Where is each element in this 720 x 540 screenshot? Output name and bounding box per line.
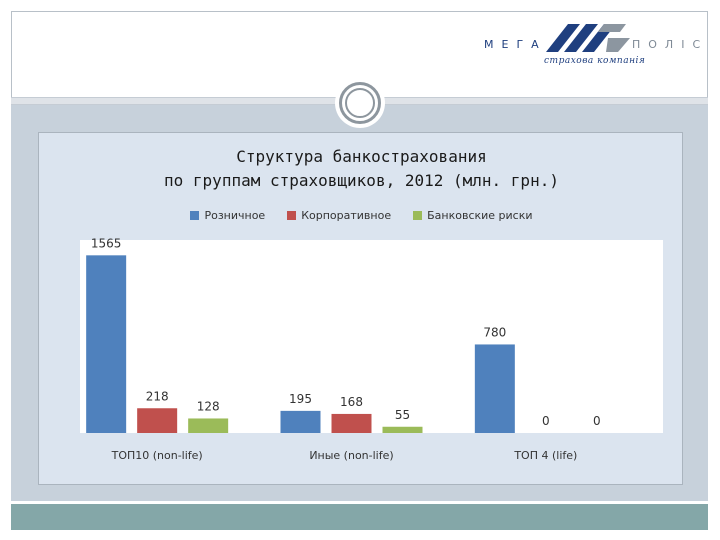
legend-label-retail: Розничное xyxy=(204,209,266,222)
bar-0-2 xyxy=(188,418,229,433)
legend-swatch-retail xyxy=(190,211,200,220)
legend-item-corporate: Корпоративное xyxy=(287,209,391,222)
data-label-1-1: 168 xyxy=(340,395,363,409)
bar-1-0 xyxy=(280,410,321,433)
legend-label-corporate: Корпоративное xyxy=(301,209,392,222)
legend-item-bank-risks: Банковские риски xyxy=(413,209,533,222)
bar-2-0 xyxy=(474,344,515,433)
category-label-2: ТОП 4 (life) xyxy=(513,449,577,462)
data-label-0-2: 128 xyxy=(197,399,220,413)
legend-item-retail: Розничное xyxy=(190,209,265,222)
bar-1-2 xyxy=(382,426,423,433)
legend-label-bank-risks: Банковские риски xyxy=(427,209,533,222)
data-label-1-0: 195 xyxy=(289,392,312,406)
plot-area xyxy=(80,240,663,433)
company-logo: МЕГА ПОЛІС страхова компанія xyxy=(484,18,704,70)
chart-title-line-1: Структура банкострахования xyxy=(236,147,487,166)
footer-bar xyxy=(11,501,708,530)
chart-legend: Розничное Корпоративное Банковские риски xyxy=(39,209,684,222)
data-label-2-1: 0 xyxy=(542,414,550,428)
bar-0-0 xyxy=(86,255,127,433)
logo-subtitle: страхова компанія xyxy=(544,56,646,66)
data-label-0-1: 218 xyxy=(146,389,169,403)
legend-swatch-bank-risks xyxy=(413,211,423,220)
category-label-1: Иные (non-life) xyxy=(309,449,393,462)
logo-mark-icon xyxy=(546,24,630,52)
category-label-0: ТОП10 (non-life) xyxy=(111,449,203,462)
logo-text-right: ПОЛІС xyxy=(632,38,709,51)
data-label-2-0: 780 xyxy=(483,325,506,339)
data-label-2-2: 0 xyxy=(593,414,601,428)
chart-title-line-2: по группам страховщиков, 2012 (млн. грн.… xyxy=(164,171,559,190)
circle-ornament-icon xyxy=(335,78,385,128)
logo-text-left: МЕГА xyxy=(484,38,547,51)
data-label-0-0: 1565 xyxy=(91,236,122,250)
data-label-1-2: 55 xyxy=(395,408,410,422)
legend-swatch-corporate xyxy=(287,211,297,220)
bar-0-1 xyxy=(137,408,178,433)
bar-1-1 xyxy=(331,413,372,433)
